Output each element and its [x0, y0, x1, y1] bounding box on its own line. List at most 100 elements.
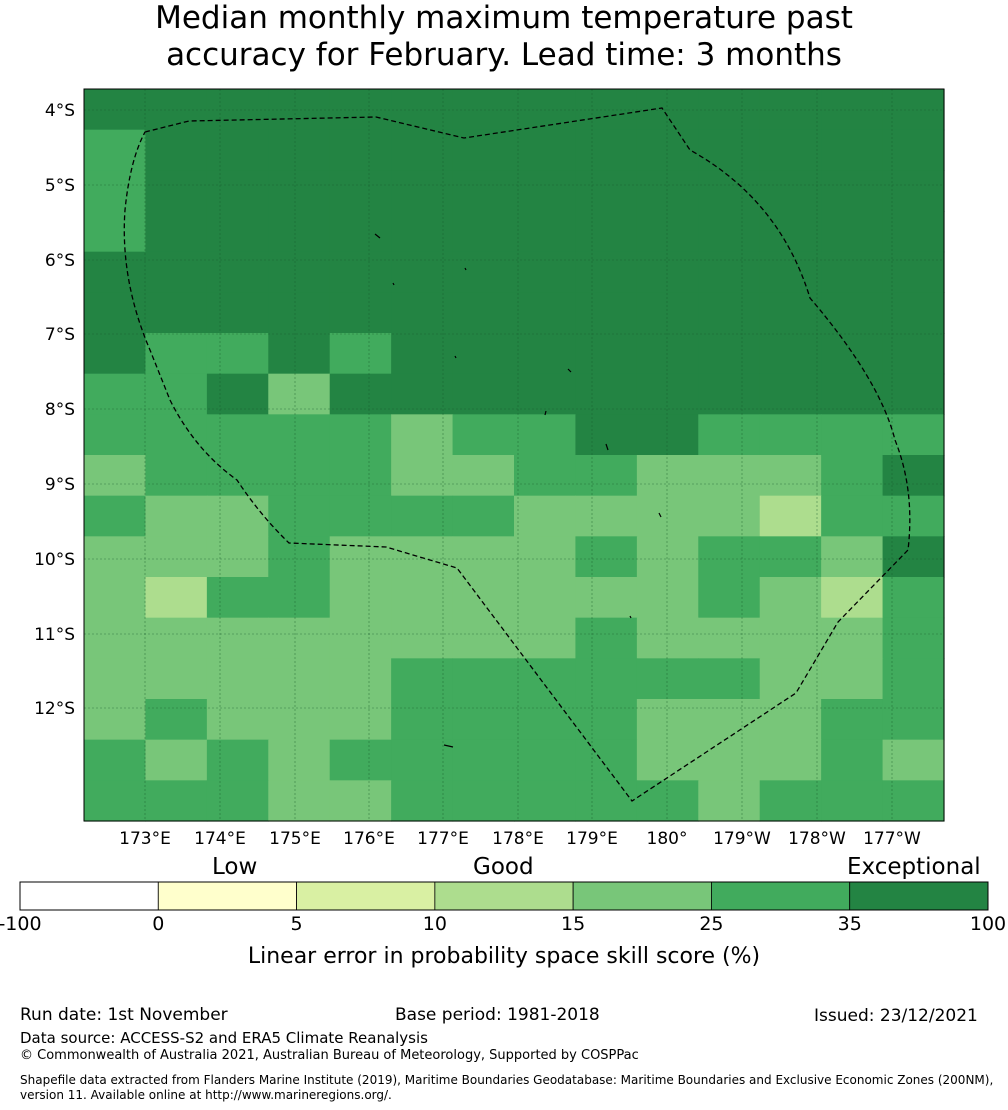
grid-cell — [145, 536, 208, 578]
colorbar-tick-label: 5 — [290, 913, 303, 935]
grid-cell — [821, 495, 884, 537]
grid-cell — [514, 333, 577, 375]
longitude-label: 179°E — [566, 829, 618, 849]
grid-cell — [698, 577, 761, 619]
grid-cell — [514, 129, 577, 171]
latitude-label: 10°S — [34, 550, 75, 570]
grid-cell — [698, 129, 761, 171]
grid-cell — [821, 170, 884, 212]
latitude-label: 9°S — [45, 475, 75, 495]
grid-cell — [145, 577, 208, 619]
grid-cell — [206, 211, 269, 253]
grid-cell — [636, 739, 699, 781]
grid-cell — [514, 455, 577, 497]
island — [454, 355, 457, 359]
run-date: Run date: 1st November — [20, 1005, 228, 1025]
islands — [374, 233, 662, 748]
grid-cell — [206, 373, 269, 415]
grid-cell — [145, 414, 208, 456]
grid-cell — [575, 536, 638, 578]
grid-cell — [84, 89, 147, 131]
grid-cell — [882, 739, 945, 781]
grid-cell — [206, 170, 269, 212]
grid-cell — [452, 739, 515, 781]
longitude-label: 175°E — [269, 829, 321, 849]
grid-cell — [514, 577, 577, 619]
grid-cell — [698, 658, 761, 700]
longitude-label: 174°E — [194, 829, 246, 849]
grid-cell — [636, 373, 699, 415]
grid-cell — [882, 129, 945, 171]
legend-category-exceptional: Exceptional — [847, 854, 981, 880]
grid-cell — [514, 414, 577, 456]
grid-cell — [821, 373, 884, 415]
graticule — [84, 89, 944, 821]
grid-cell — [145, 455, 208, 497]
grid-cell — [145, 170, 208, 212]
grid-cell — [268, 414, 331, 456]
grid-cell — [514, 536, 577, 578]
grid-cell — [882, 617, 945, 659]
latitude-label: 7°S — [45, 325, 75, 345]
grid-cell — [575, 455, 638, 497]
grid-cell — [575, 577, 638, 619]
longitude-label: 178°W — [788, 829, 846, 849]
eez-boundary — [123, 107, 911, 802]
grid-cell — [759, 89, 822, 131]
grid-cell — [84, 739, 147, 781]
grid-cell — [759, 658, 822, 700]
grid-cell — [84, 780, 147, 822]
grid-cell — [882, 333, 945, 375]
grid-cell — [329, 414, 392, 456]
longitude-label: 178°E — [492, 829, 544, 849]
grid-cell — [268, 699, 331, 741]
grid-cell — [145, 699, 208, 741]
grid-cell — [698, 89, 761, 131]
grid-cell — [206, 129, 269, 171]
grid-cell — [759, 170, 822, 212]
shapefile-credit-line-2: version 11. Available online at http://w… — [20, 1088, 392, 1102]
grid-cell — [759, 129, 822, 171]
grid-cell — [882, 577, 945, 619]
grid-cell — [575, 658, 638, 700]
grid-cell — [759, 414, 822, 456]
grid-cell — [84, 211, 147, 253]
grid-cell — [759, 455, 822, 497]
title-line-1: Median monthly maximum temperature past — [155, 0, 853, 36]
grid-cell — [821, 780, 884, 822]
grid-cell — [636, 780, 699, 822]
grid-cell — [698, 495, 761, 537]
grid-cell — [514, 251, 577, 293]
grid-cell — [329, 251, 392, 293]
grid-cell — [698, 373, 761, 415]
grid-cell — [821, 617, 884, 659]
grid-cell — [575, 495, 638, 537]
grid-cell — [636, 251, 699, 293]
grid-cell — [514, 211, 577, 253]
grid-cell — [206, 333, 269, 375]
shapefile-credit-line-1: Shapefile data extracted from Flanders M… — [20, 1073, 994, 1087]
grid-cell — [698, 455, 761, 497]
grid-cell — [821, 455, 884, 497]
grid-cell — [145, 495, 208, 537]
grid-cell — [206, 658, 269, 700]
grid-cell — [821, 577, 884, 619]
grid-cell — [759, 780, 822, 822]
grid-cell — [882, 699, 945, 741]
grid-cell — [821, 658, 884, 700]
grid-cell — [698, 617, 761, 659]
grid-cell — [145, 292, 208, 334]
grid-cell — [84, 129, 147, 171]
grid-cell — [452, 658, 515, 700]
colorbar-swatch — [157, 881, 297, 911]
grid-cell — [514, 373, 577, 415]
island — [567, 368, 572, 373]
grid-cell — [575, 333, 638, 375]
latitude-label: 12°S — [34, 699, 75, 719]
colorbar-swatch — [849, 881, 989, 911]
grid-cell — [882, 455, 945, 497]
grid-cell — [821, 292, 884, 334]
grid-cell — [206, 251, 269, 293]
grid-cell — [575, 129, 638, 171]
colorbar-frame — [19, 881, 989, 911]
